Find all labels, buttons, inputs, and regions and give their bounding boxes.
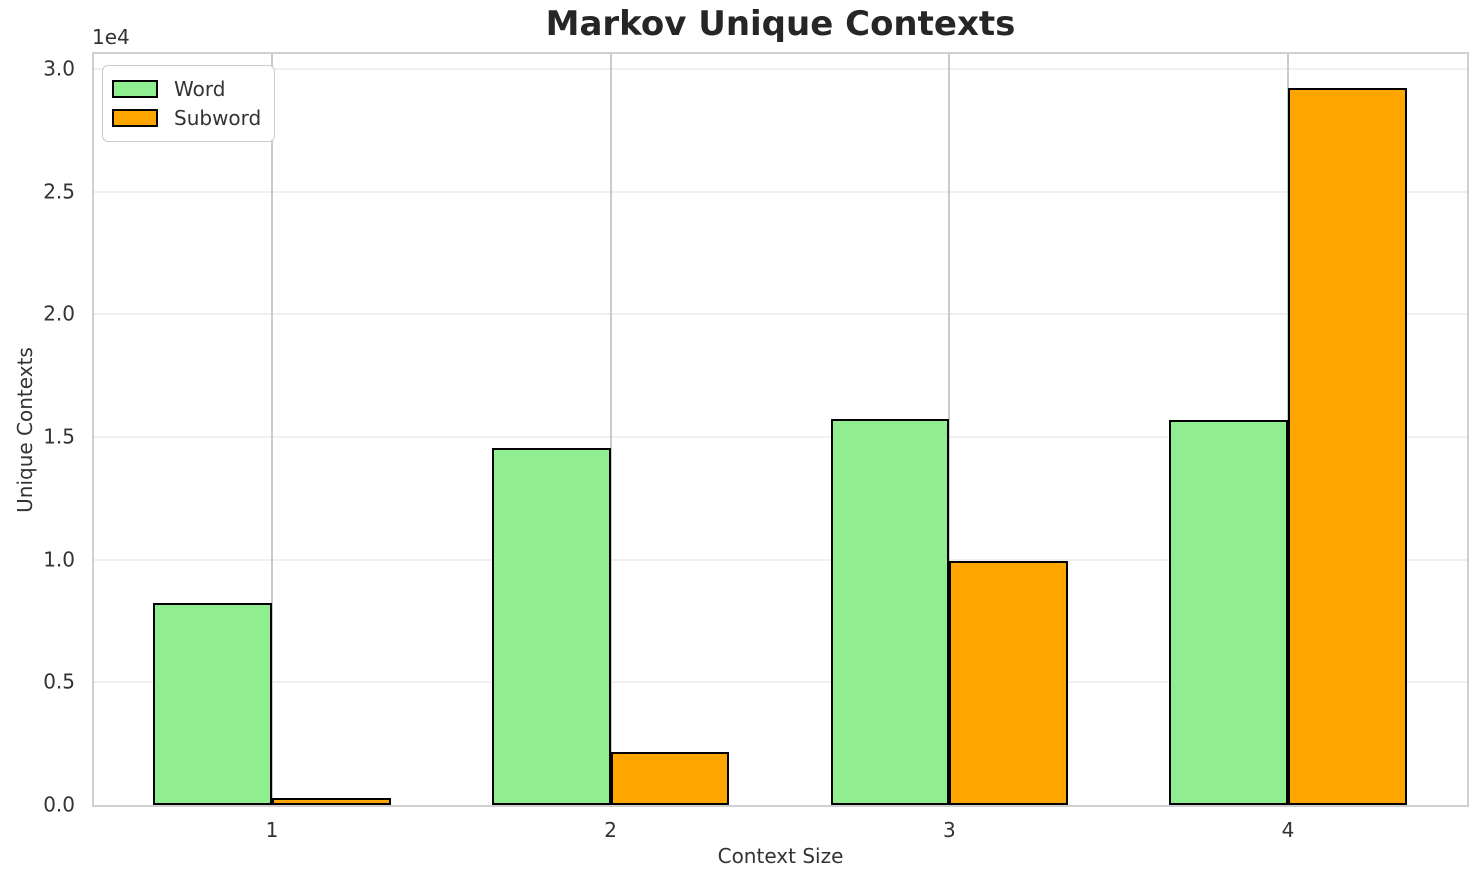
bar-subword-2	[610, 752, 730, 805]
bar-word-4	[1169, 419, 1288, 805]
x-axis-label: Context Size	[717, 844, 844, 868]
x-tick-label: 3	[942, 818, 956, 842]
x-tick-label: 2	[604, 818, 618, 842]
y-tick-label: 3.0	[43, 56, 75, 81]
y-tick-label: 0.5	[43, 669, 75, 694]
y-tick-label: 1.0	[43, 547, 75, 572]
y-tick-label: 1.5	[43, 424, 75, 449]
legend-label-word: Word	[174, 77, 226, 101]
y-tick-label: 2.5	[43, 179, 75, 204]
legend-swatch-word-icon	[112, 80, 158, 98]
y-axis-offset-text: 1e4	[92, 25, 130, 49]
y-tick-label: 2.0	[43, 301, 75, 326]
gridline-horizontal	[94, 436, 1467, 439]
bar-subword-1	[271, 797, 391, 805]
y-tick-label: 0.0	[43, 792, 75, 817]
chart-title: Markov Unique Contexts	[545, 4, 1016, 44]
plot-area: Word Subword 0.0 0.5 1.0 1.5 2.0 2.5 3.0 1 2 3 4	[43, 52, 1469, 842]
gridline-horizontal	[94, 681, 1467, 684]
bar-subword-4	[1288, 88, 1407, 805]
bar-word-3	[830, 418, 950, 805]
legend-swatch-subword-icon	[112, 109, 158, 127]
legend: Word Subword	[102, 65, 276, 142]
gridline-vertical	[948, 54, 951, 805]
gridline-vertical	[609, 54, 612, 805]
legend-item-word: Word	[112, 76, 261, 102]
x-tick-label: 4	[1281, 818, 1295, 842]
y-axis-label: Unique Contexts	[13, 347, 37, 513]
bar-word-1	[153, 602, 272, 805]
legend-label-subword: Subword	[174, 106, 262, 130]
bar-word-2	[492, 447, 611, 805]
gridline-horizontal	[94, 313, 1467, 316]
gridline-vertical	[270, 54, 273, 805]
x-tick-label: 1	[265, 818, 279, 842]
gridline-horizontal	[94, 558, 1467, 561]
gridline-horizontal	[94, 190, 1467, 193]
bar-subword-3	[949, 561, 1068, 805]
legend-item-subword: Subword	[112, 105, 261, 131]
gridline-horizontal	[94, 68, 1467, 71]
